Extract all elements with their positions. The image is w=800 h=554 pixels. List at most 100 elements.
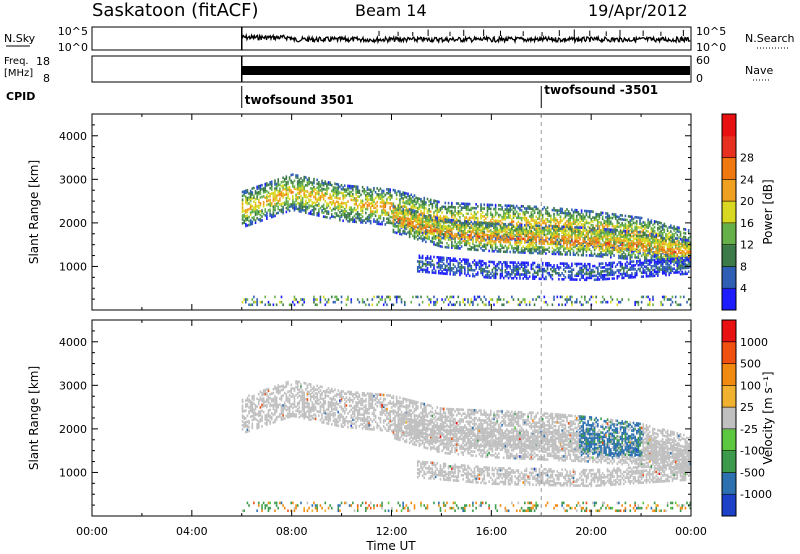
power-cell <box>605 251 607 255</box>
power-cell <box>254 211 257 215</box>
power-cell <box>436 229 439 233</box>
power-cell <box>506 227 508 231</box>
power-cell <box>631 266 633 269</box>
power-cell <box>580 244 583 248</box>
power-cell <box>511 276 513 280</box>
power-cell <box>512 237 515 240</box>
power-cell <box>566 251 568 254</box>
power-cell <box>412 220 414 224</box>
power-cell <box>397 214 400 218</box>
power-cell <box>549 228 552 231</box>
power-cell <box>403 218 406 222</box>
power-cell <box>467 212 469 216</box>
power-cell <box>421 202 424 205</box>
power-cell <box>483 221 486 225</box>
power-cell <box>473 274 476 278</box>
power-cell <box>433 226 435 230</box>
power-cell <box>504 238 507 242</box>
cpid-segment-label: twofsound -3501 <box>544 83 658 97</box>
power-cell <box>580 270 583 274</box>
power-cell <box>272 215 275 218</box>
power-cell <box>348 194 351 198</box>
power-cell <box>465 208 468 212</box>
power-cell <box>525 216 528 220</box>
power-cell <box>444 201 447 205</box>
power-cell <box>562 233 565 236</box>
power-cell <box>256 211 258 214</box>
power-cell <box>601 253 604 256</box>
power-cell <box>520 261 523 265</box>
power-cell <box>645 265 648 268</box>
power-cell <box>637 226 640 229</box>
power-cell <box>313 213 315 216</box>
power-cell <box>541 242 544 245</box>
power-cell <box>533 211 536 215</box>
power-cell <box>528 300 531 304</box>
power-cell <box>421 219 424 223</box>
power-cell <box>590 242 593 246</box>
power-cell <box>266 217 268 221</box>
power-cell <box>460 202 463 205</box>
power-cell <box>613 236 615 240</box>
power-cell <box>595 236 598 240</box>
power-cell <box>413 219 416 223</box>
power-cell <box>647 253 649 257</box>
power-cell <box>632 244 635 247</box>
power-cell <box>605 231 607 235</box>
power-cell <box>423 262 426 266</box>
power-cell <box>295 203 297 207</box>
power-cell <box>558 246 560 250</box>
power-cell <box>410 215 413 218</box>
power-cell <box>416 220 419 224</box>
freq-band <box>241 66 690 75</box>
power-cell <box>619 241 622 245</box>
power-cell <box>459 265 461 269</box>
power-cell <box>564 225 567 229</box>
power-cell <box>592 274 594 278</box>
power-cell <box>496 246 499 249</box>
power-cell <box>627 298 630 301</box>
power-cell <box>525 222 528 226</box>
power-cell <box>259 186 262 189</box>
power-cell <box>272 209 275 212</box>
power-cell <box>361 219 364 222</box>
power-cell <box>496 236 499 239</box>
power-cell <box>548 250 550 254</box>
power-cell <box>454 232 456 236</box>
power-cell <box>274 295 276 299</box>
power-cell <box>530 263 533 267</box>
power-cell <box>241 200 244 204</box>
power-cell <box>575 216 578 220</box>
power-cell <box>262 200 265 204</box>
power-cell <box>438 263 440 267</box>
power-cell <box>567 241 570 245</box>
power-cell <box>635 223 638 227</box>
power-cell <box>257 190 260 194</box>
power-cell <box>566 237 568 241</box>
power-cell <box>512 271 515 274</box>
power-cell <box>525 218 528 222</box>
power-cell <box>618 240 620 244</box>
power-cell <box>632 248 635 251</box>
nsky-trace <box>241 27 691 50</box>
power-cell <box>622 218 625 221</box>
power-cell <box>441 205 443 209</box>
power-cell <box>509 231 512 234</box>
power-cell <box>429 218 432 222</box>
power-cell <box>514 250 516 254</box>
power-cell <box>405 192 408 195</box>
power-cell <box>412 227 414 230</box>
power-cell <box>386 213 388 217</box>
power-cell <box>449 264 452 268</box>
power-cell <box>569 229 572 233</box>
power-cell <box>374 210 377 214</box>
power-cell <box>524 211 526 214</box>
power-cell <box>481 267 484 271</box>
power-cell <box>561 239 563 242</box>
power-cell <box>577 211 580 214</box>
power-cell <box>610 238 612 241</box>
power-cell <box>459 300 461 304</box>
power-cell <box>634 237 636 241</box>
power-cell <box>648 246 651 249</box>
power-cell <box>527 240 529 244</box>
